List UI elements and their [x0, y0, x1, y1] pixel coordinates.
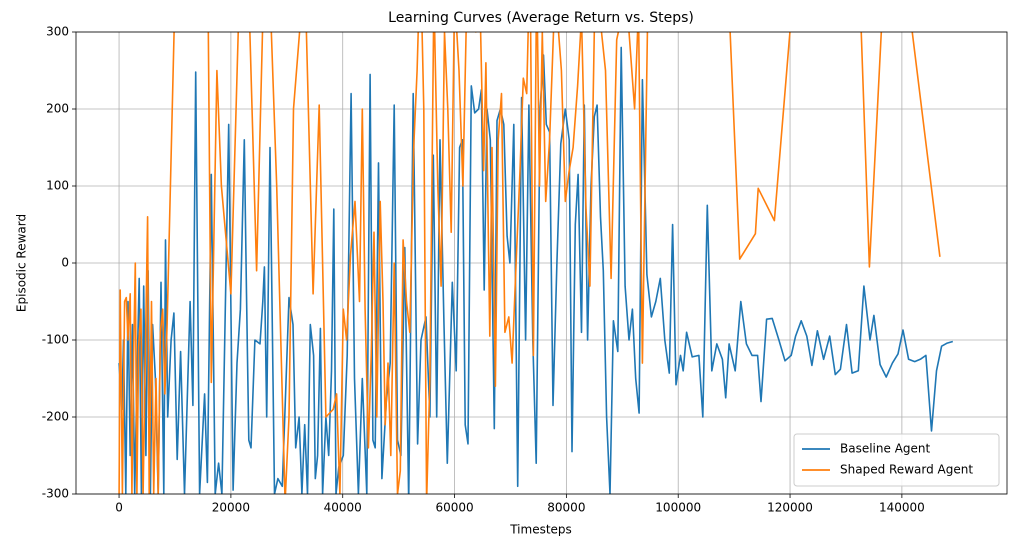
x-tick-label: 40000 — [324, 501, 362, 515]
y-axis-label: Episodic Reward — [15, 214, 29, 312]
series-line — [118, 46, 954, 494]
x-tick-label: 80000 — [547, 501, 585, 515]
x-tick-label: 100000 — [655, 501, 701, 515]
legend-label: Shaped Reward Agent — [840, 463, 973, 477]
chart-title: Learning Curves (Average Return vs. Step… — [388, 10, 694, 26]
series-line — [118, 32, 941, 494]
legend-label: Baseline Agent — [840, 442, 931, 456]
y-tick-label: 100 — [46, 179, 69, 193]
y-tick-label: 300 — [46, 25, 69, 39]
y-tick-label: -200 — [42, 410, 69, 424]
plot-frame — [75, 31, 1008, 495]
y-tick-label: 0 — [61, 256, 69, 270]
x-tick-label: 0 — [115, 501, 123, 515]
x-tick-label: 20000 — [212, 501, 250, 515]
y-tick-label: 200 — [46, 102, 69, 116]
x-tick-label: 120000 — [767, 501, 813, 515]
plot-area — [118, 32, 954, 494]
x-axis-label: Timesteps — [509, 523, 572, 537]
x-tick-label: 140000 — [879, 501, 925, 515]
legend: Baseline Agent Shaped Reward Agent — [793, 433, 1000, 487]
y-tick-label: -100 — [42, 333, 69, 347]
legend-box — [793, 433, 1000, 487]
y-tick-label: -300 — [42, 487, 69, 501]
x-tick-label: 60000 — [435, 501, 473, 515]
